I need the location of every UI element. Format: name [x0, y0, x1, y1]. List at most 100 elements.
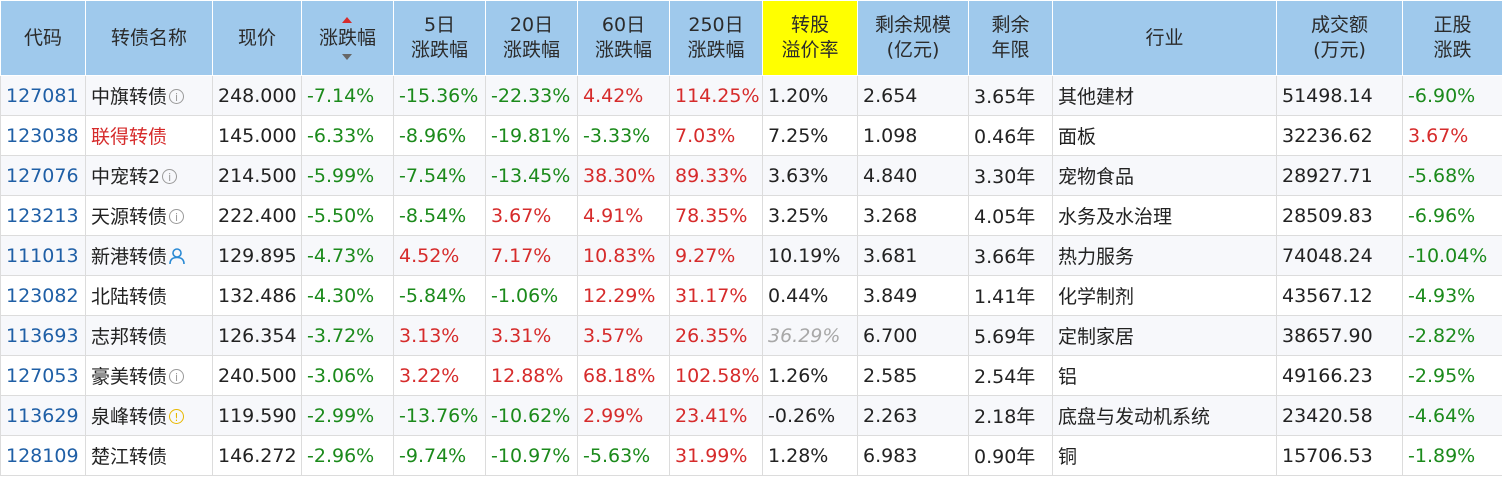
- bond-name-link[interactable]: 新港转债: [91, 246, 168, 268]
- scale-cell: 2.263: [857, 395, 969, 436]
- bond-name-link[interactable]: 天源转债: [91, 206, 168, 228]
- bond-name-cell[interactable]: 泉峰转债!: [85, 395, 213, 436]
- bond-code-link[interactable]: 111013: [0, 235, 86, 276]
- col-price[interactable]: 现价: [212, 0, 302, 76]
- col-250d[interactable]: 250日 涨跌幅: [669, 0, 763, 76]
- col-years[interactable]: 剩余 年限: [968, 0, 1053, 76]
- bond-name-cell[interactable]: 楚江转债: [85, 435, 213, 476]
- bond-name-cell[interactable]: 新港转债: [85, 235, 213, 276]
- price-cell: 248.000: [212, 75, 302, 116]
- scale-cell: 3.849: [857, 275, 969, 316]
- col-20d[interactable]: 20日 涨跌幅: [485, 0, 578, 76]
- col-60d[interactable]: 60日 涨跌幅: [577, 0, 670, 76]
- scale-cell: 2.654: [857, 75, 969, 116]
- stock-change-cell: -4.64%: [1402, 395, 1502, 436]
- bond-name-link[interactable]: 楚江转债: [91, 446, 168, 468]
- change-20d-cell: -13.45%: [485, 155, 578, 196]
- bond-name-cell[interactable]: 联得转债: [85, 115, 213, 156]
- change-20d-cell: -19.81%: [485, 115, 578, 156]
- bond-name-cell[interactable]: 天源转债 i: [85, 195, 213, 236]
- change-20d-cell: 3.67%: [485, 195, 578, 236]
- premium-cell: 10.19%: [762, 235, 858, 276]
- info-icon[interactable]: i: [162, 169, 178, 184]
- table-row[interactable]: 123082 北陆转债 132.486 -4.30% -5.84% -1.06% 12.29…: [0, 275, 1502, 316]
- premium-cell: 1.20%: [762, 75, 858, 116]
- bond-name-link[interactable]: 联得转债: [91, 126, 168, 148]
- warn-icon[interactable]: !: [169, 409, 185, 424]
- bond-code-link[interactable]: 113693: [0, 315, 86, 356]
- change-5d-cell: -8.96%: [393, 115, 486, 156]
- change-20d-cell: 12.88%: [485, 355, 578, 396]
- volume-cell: 38657.90: [1276, 315, 1403, 356]
- bond-code-link[interactable]: 123038: [0, 115, 86, 156]
- table-row[interactable]: 127076 中宠转2 i 214.500 -5.99% -7.54% -13.45% 38.…: [0, 155, 1502, 196]
- col-name[interactable]: 转债名称: [85, 0, 213, 76]
- years-cell: 3.66年: [968, 235, 1053, 276]
- change-20d-cell: -22.33%: [485, 75, 578, 116]
- bond-code-link[interactable]: 127053: [0, 355, 86, 396]
- info-icon[interactable]: i: [169, 369, 185, 384]
- col-premium[interactable]: 转股 溢价率: [762, 0, 858, 76]
- bond-name-link[interactable]: 中旗转债: [91, 86, 168, 108]
- col-industry[interactable]: 行业: [1052, 0, 1277, 76]
- user-icon[interactable]: [168, 247, 186, 265]
- price-cell: 145.000: [212, 115, 302, 156]
- bond-name-link[interactable]: 中宠转2: [91, 166, 161, 188]
- price-cell: 214.500: [212, 155, 302, 196]
- bond-name-cell[interactable]: 志邦转债: [85, 315, 213, 356]
- col-scale[interactable]: 剩余规模 (亿元): [857, 0, 969, 76]
- price-cell: 222.400: [212, 195, 302, 236]
- col-stock-change[interactable]: 正股 涨跌: [1402, 0, 1502, 76]
- scale-cell: 1.098: [857, 115, 969, 156]
- change-250d-cell: 9.27%: [669, 235, 763, 276]
- sort-indicator-icon: 涨跌幅: [319, 16, 376, 60]
- premium-cell: 1.28%: [762, 435, 858, 476]
- change-5d-cell: 4.52%: [393, 235, 486, 276]
- table-row[interactable]: 127081 中旗转债 i 248.000 -7.14% -15.36% -22.33% 4.…: [0, 75, 1502, 116]
- table-row[interactable]: 113693 志邦转债 126.354 -3.72% 3.13% 3.31% 3.57% 26…: [0, 315, 1502, 356]
- bond-code-link[interactable]: 123213: [0, 195, 86, 236]
- change-250d-cell: 7.03%: [669, 115, 763, 156]
- table-row[interactable]: 111013 新港转债 129.895 -4.73% 4.52% 7.17% 10.83% 9…: [0, 235, 1502, 276]
- price-cell: 119.590: [212, 395, 302, 436]
- bond-name-cell[interactable]: 中旗转债 i: [85, 75, 213, 116]
- bond-name-link[interactable]: 豪美转债: [91, 366, 168, 388]
- stock-change-cell: -5.68%: [1402, 155, 1502, 196]
- bond-name-cell[interactable]: 中宠转2 i: [85, 155, 213, 196]
- bond-code-link[interactable]: 123082: [0, 275, 86, 316]
- table-row[interactable]: 113629 泉峰转债! 119.590 -2.99% -13.76% -10.62% 2.…: [0, 395, 1502, 436]
- col-code[interactable]: 代码: [0, 0, 86, 76]
- col-volume[interactable]: 成交额 (万元): [1276, 0, 1403, 76]
- col-change[interactable]: 涨跌幅: [301, 0, 394, 76]
- info-icon[interactable]: i: [169, 89, 185, 104]
- bond-code-link[interactable]: 128109: [0, 435, 86, 476]
- scale-cell: 6.700: [857, 315, 969, 356]
- change-60d-cell: -3.33%: [577, 115, 670, 156]
- table-row[interactable]: 127053 豪美转债 i 240.500 -3.06% 3.22% 12.88% 68.18…: [0, 355, 1502, 396]
- change-250d-cell: 78.35%: [669, 195, 763, 236]
- table-row[interactable]: 123038 联得转债 145.000 -6.33% -8.96% -19.81% -3.3…: [0, 115, 1502, 156]
- bond-name-link[interactable]: 志邦转债: [91, 326, 168, 348]
- bond-name-link[interactable]: 北陆转债: [91, 286, 168, 308]
- info-icon[interactable]: i: [169, 209, 185, 224]
- bond-code-link[interactable]: 113629: [0, 395, 86, 436]
- bond-name-link[interactable]: 泉峰转债: [91, 406, 168, 428]
- change-60d-cell: 4.91%: [577, 195, 670, 236]
- table-row[interactable]: 128109 楚江转债 146.272 -2.96% -9.74% -10.97% -5.6…: [0, 435, 1502, 476]
- bond-name-cell[interactable]: 北陆转债: [85, 275, 213, 316]
- industry-cell: 水务及水治理: [1052, 195, 1277, 236]
- bond-name-cell[interactable]: 豪美转债 i: [85, 355, 213, 396]
- industry-cell: 面板: [1052, 115, 1277, 156]
- bond-code-link[interactable]: 127081: [0, 75, 86, 116]
- col-5d[interactable]: 5日 涨跌幅: [393, 0, 486, 76]
- years-cell: 3.30年: [968, 155, 1053, 196]
- bond-code-link[interactable]: 127076: [0, 155, 86, 196]
- change-cell: -5.50%: [301, 195, 394, 236]
- change-20d-cell: -1.06%: [485, 275, 578, 316]
- stock-change-cell: -6.90%: [1402, 75, 1502, 116]
- years-cell: 5.69年: [968, 315, 1053, 356]
- price-cell: 240.500: [212, 355, 302, 396]
- table-row[interactable]: 123213 天源转债 i 222.400 -5.50% -8.54% 3.67% 4.91%…: [0, 195, 1502, 236]
- change-cell: -3.06%: [301, 355, 394, 396]
- change-250d-cell: 114.25%: [669, 75, 763, 116]
